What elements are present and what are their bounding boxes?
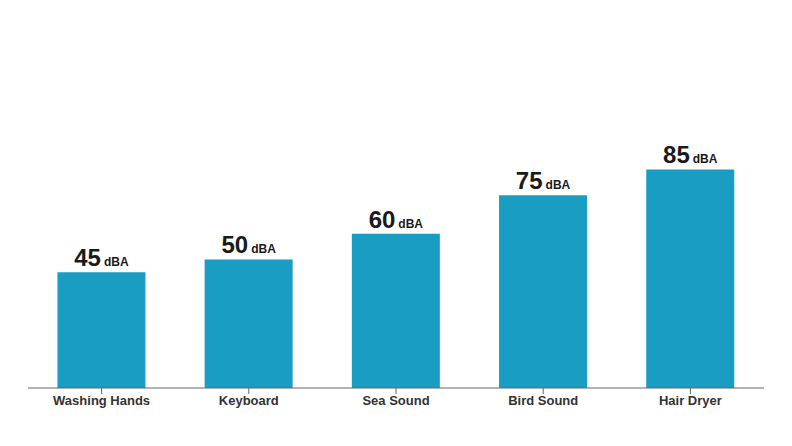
svg-text:60dBA: 60dBA	[369, 206, 424, 233]
svg-text:Sea Sound: Sea Sound	[362, 393, 429, 408]
svg-text:Washing Hands: Washing Hands	[53, 393, 150, 408]
svg-text:75dBA: 75dBA	[516, 167, 571, 194]
svg-text:45dBA: 45dBA	[74, 244, 129, 271]
svg-text:Keyboard: Keyboard	[219, 393, 279, 408]
svg-text:Hair Dryer: Hair Dryer	[659, 393, 722, 408]
svg-text:Bird Sound: Bird Sound	[508, 393, 578, 408]
svg-text:50dBA: 50dBA	[221, 231, 276, 258]
svg-text:85dBA: 85dBA	[663, 141, 718, 168]
